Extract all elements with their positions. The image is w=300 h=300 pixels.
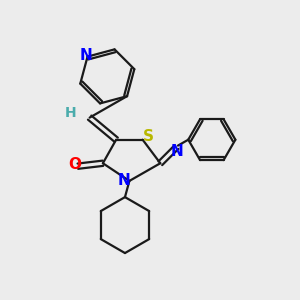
Text: H: H: [65, 106, 76, 120]
Text: N: N: [171, 144, 184, 159]
Text: N: N: [80, 48, 93, 63]
Text: O: O: [68, 157, 81, 172]
Text: S: S: [143, 129, 154, 144]
Text: N: N: [118, 172, 130, 188]
